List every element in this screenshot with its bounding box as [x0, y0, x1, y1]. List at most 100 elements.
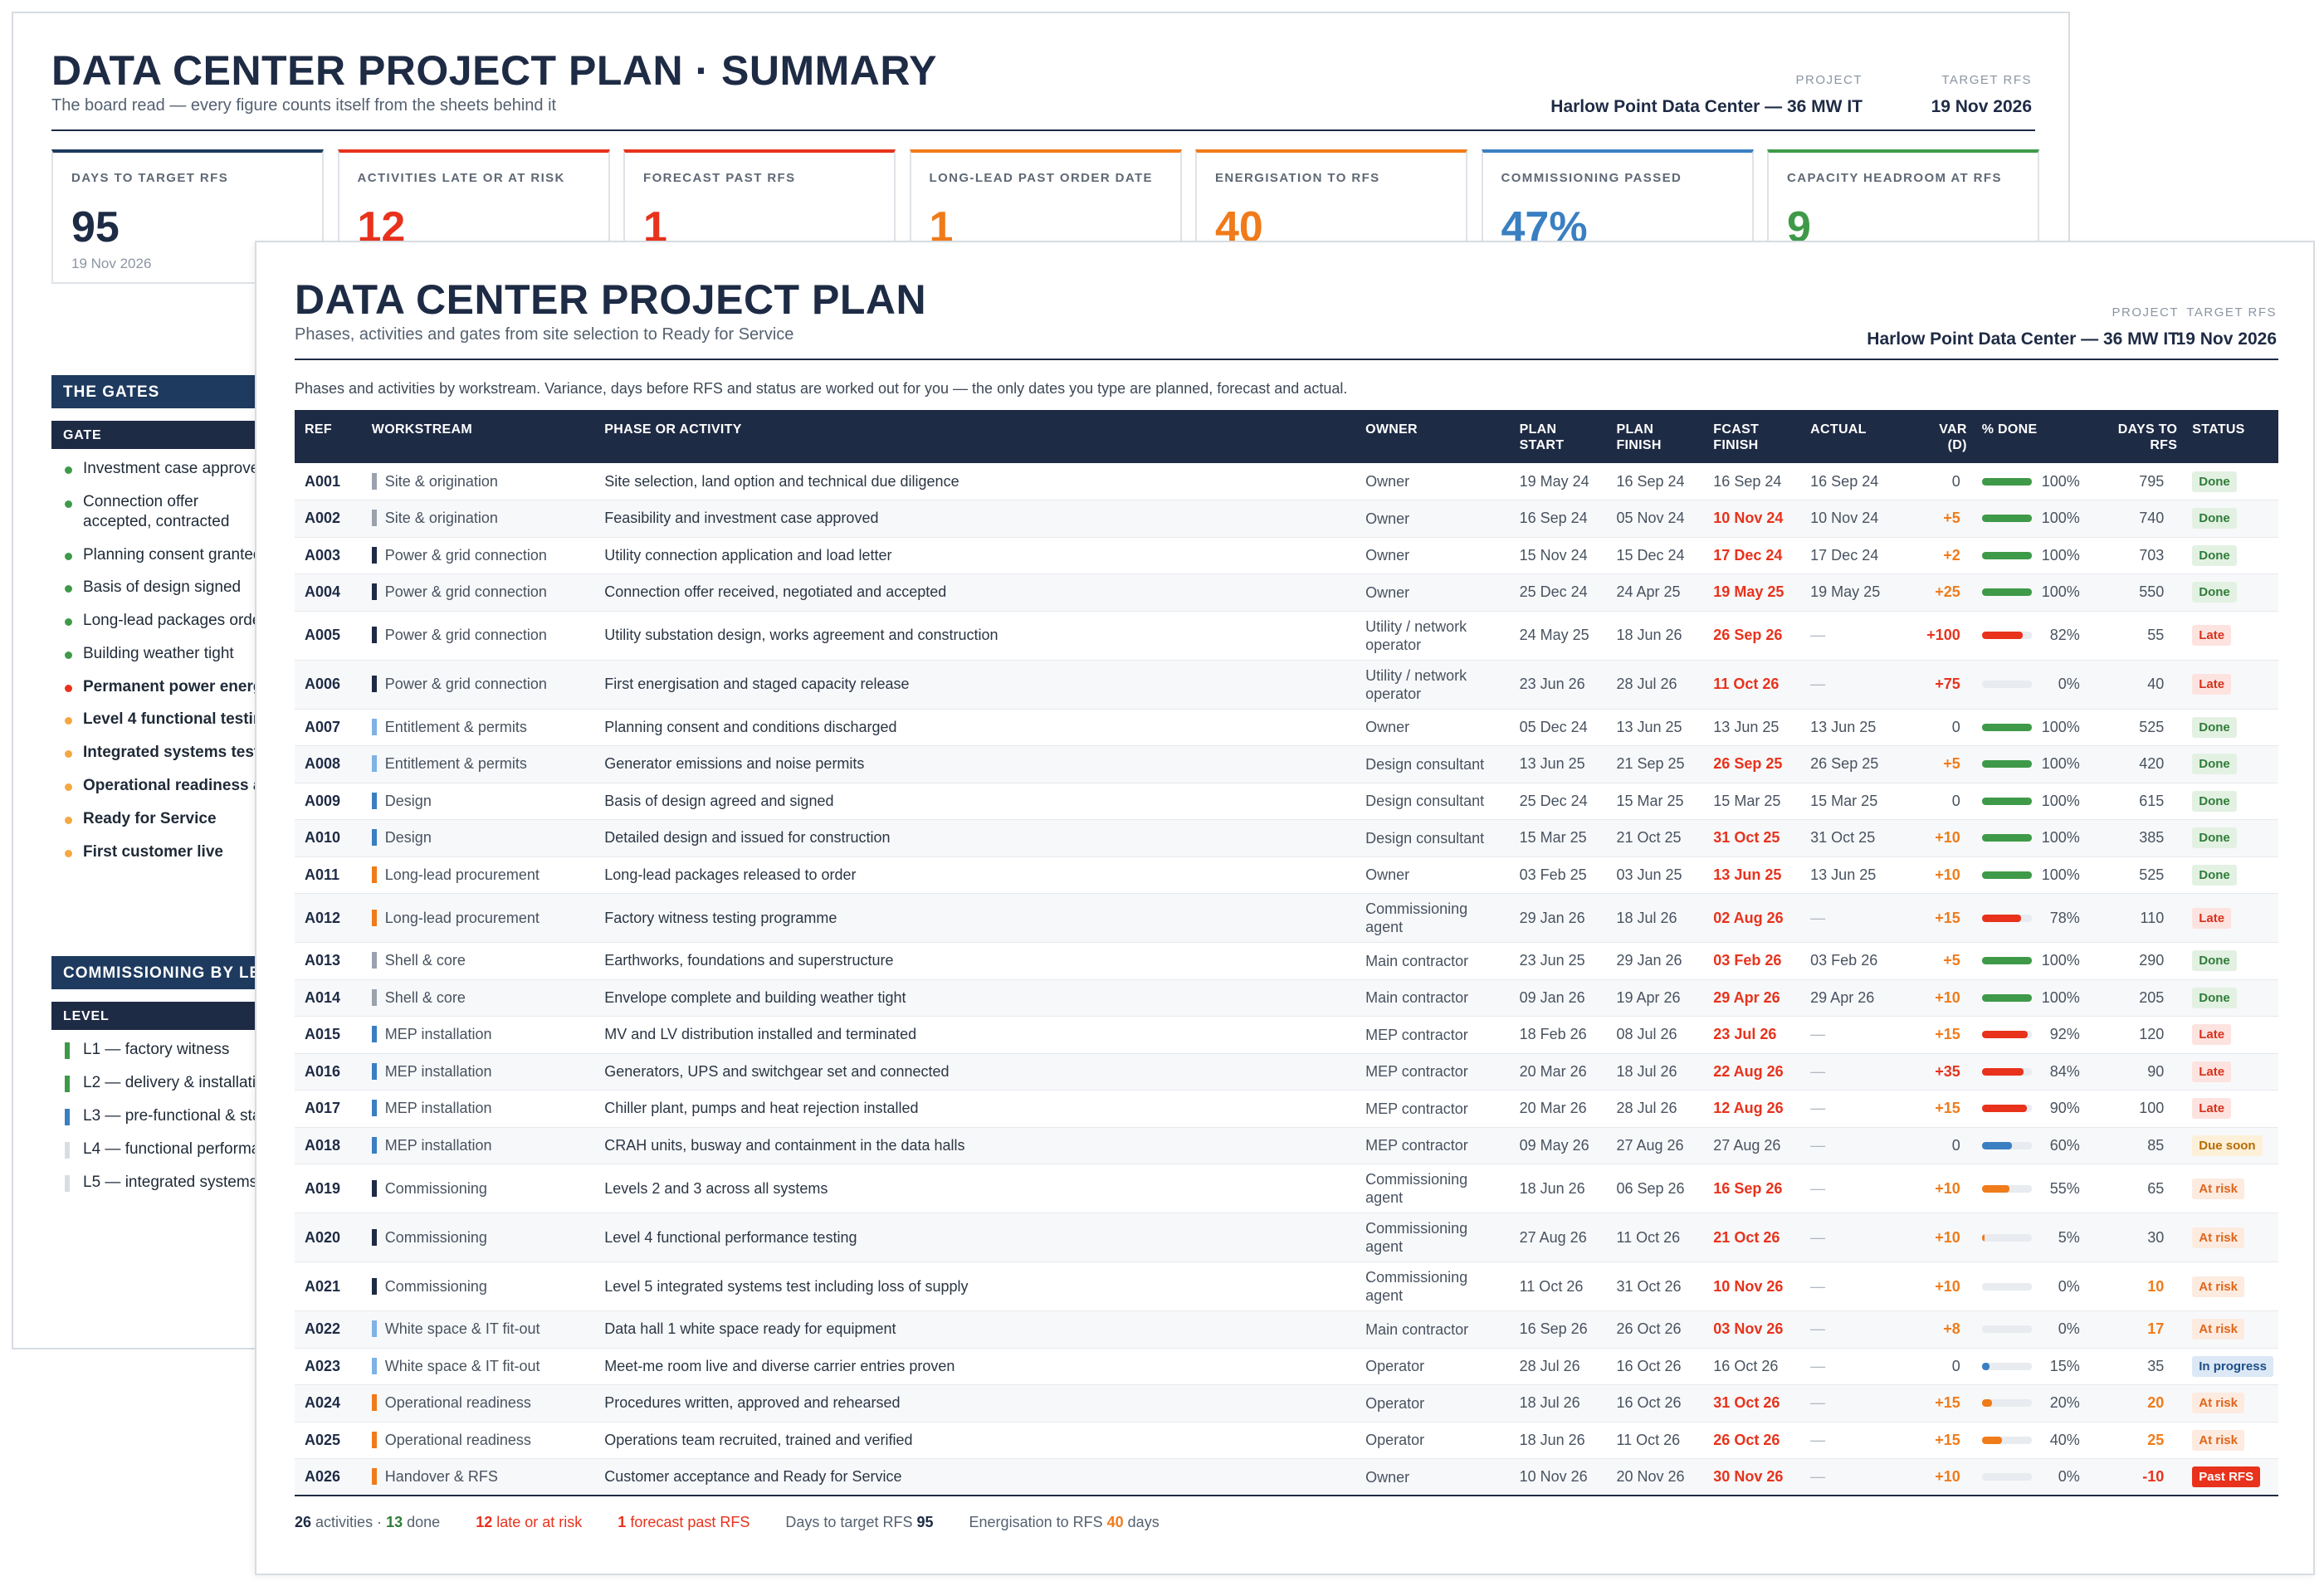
progress-bar [1981, 1184, 2032, 1193]
gate-status-dot-icon [65, 685, 72, 692]
table-row: A018 MEP installation CRAH units, busway a… [295, 1127, 2278, 1164]
forecast-finish: 10 Nov 24 [1703, 500, 1801, 538]
activity-ref: A005 [295, 611, 362, 661]
owner: MEP contractor [1355, 1016, 1510, 1054]
progress-fill [1981, 588, 2032, 597]
activity-name: Chiller plant, pumps and heat rejection … [594, 1090, 1356, 1128]
table-row: A006 Power & grid connection First energis… [295, 660, 2278, 710]
workstream-color-bar-icon [371, 755, 377, 773]
workstream-cell: Commissioning [361, 1261, 595, 1311]
percent-done-cell: 100% [1971, 573, 2087, 612]
footer-past-text: forecast past RFS [630, 1514, 750, 1530]
gate-label: Connection offer accepted, contracted [83, 493, 230, 530]
owner: Main contractor [1355, 979, 1510, 1017]
table-row: A021 Commissioning Level 5 integrated syst… [295, 1261, 2278, 1311]
kpi-label: DAYS TO TARGET RFS [71, 171, 229, 185]
percent-done-cell: 100% [1971, 500, 2087, 538]
progress-fill [1981, 515, 2032, 523]
owner: Owner [1355, 709, 1510, 746]
plan-finish: 05 Nov 24 [1606, 500, 1704, 538]
progress-fill [1981, 477, 2032, 486]
status-badge: Done [2192, 582, 2237, 603]
progress-bar [1981, 588, 2032, 597]
plan-start: 29 Jan 26 [1509, 893, 1607, 943]
table-row: A005 Power & grid connection Utility subst… [295, 611, 2278, 661]
owner: Utility / network operator [1355, 660, 1510, 710]
workstream-cell: MEP installation [361, 1127, 595, 1164]
status-cell: Done [2182, 819, 2278, 857]
progress-bar [1981, 914, 2032, 922]
activity-name: Meet-me room live and diverse carrier en… [594, 1348, 1356, 1385]
workstream-color-bar-icon [371, 1026, 377, 1043]
activity-ref: A004 [295, 573, 362, 612]
actual-finish: 16 Sep 24 [1800, 463, 1911, 500]
table-row: A007 Entitlement & permits Planning consen… [295, 709, 2278, 746]
variance-days: +10 [1911, 819, 1972, 857]
variance-days: +15 [1911, 1422, 1972, 1459]
table-row: A026 Handover & RFS Customer acceptance an… [295, 1458, 2278, 1496]
workstream-name: Long-lead procurement [384, 909, 540, 926]
progress-bar [1981, 477, 2032, 486]
status-cell: At risk [2182, 1261, 2278, 1311]
level-status-bar-icon [65, 1175, 70, 1192]
status-badge: In progress [2192, 1355, 2273, 1377]
workstream-color-bar-icon [371, 1179, 377, 1197]
workstream-color-bar-icon [371, 1136, 377, 1154]
table-row: A011 Long-lead procurement Long-lead packa… [295, 856, 2278, 894]
owner: Owner [1355, 856, 1510, 894]
plan-project-value: Harlow Point Data Center — 36 MW IT [1867, 329, 2179, 349]
plan-finish: 28 Jul 26 [1606, 1090, 1704, 1128]
table-row: A009 Design Basis of design agreed and sig… [295, 783, 2278, 820]
progress-fill [1981, 1362, 1990, 1370]
percent-done-cell: 100% [1971, 979, 2087, 1017]
column-header: WORKSTREAM [361, 410, 595, 463]
status-badge: Late [2192, 625, 2232, 646]
forecast-finish: 17 Dec 24 [1703, 537, 1801, 574]
actual-finish: — [1800, 660, 1911, 710]
percent-done-cell: 40% [1971, 1422, 2087, 1459]
days-to-rfs: 290 [2087, 942, 2183, 980]
plan-finish: 11 Oct 26 [1606, 1422, 1704, 1459]
workstream-cell: Shell & core [361, 979, 595, 1017]
variance-days: +10 [1911, 1458, 1972, 1496]
progress-fill [1981, 957, 2032, 965]
forecast-finish: 31 Oct 26 [1703, 1384, 1801, 1423]
status-cell: Late [2182, 893, 2278, 943]
commissioning-column-header: LEVEL [51, 1002, 267, 1030]
variance-days: 0 [1911, 1348, 1972, 1385]
activity-name: Generators, UPS and switchgear set and c… [594, 1053, 1356, 1091]
plan-start: 24 May 25 [1509, 611, 1607, 661]
forecast-finish: 16 Oct 26 [1703, 1348, 1801, 1385]
days-to-rfs: 35 [2087, 1348, 2183, 1385]
activity-name: Utility connection application and load … [594, 537, 1356, 574]
column-header: STATUS [2182, 410, 2278, 463]
status-cell: Done [2182, 573, 2278, 612]
workstream-color-bar-icon [371, 1228, 377, 1246]
status-badge: Done [2192, 544, 2237, 566]
percent-done: 100% [2041, 952, 2080, 969]
status-cell: At risk [2182, 1164, 2278, 1213]
summary-target-label: TARGET RFS [1941, 73, 2032, 87]
table-body: A001 Site & origination Site selection, la… [295, 463, 2278, 1496]
plan-start: 18 Jun 26 [1509, 1164, 1607, 1213]
workstream-name: Power & grid connection [384, 627, 547, 643]
actual-finish: 29 Apr 26 [1800, 979, 1911, 1017]
workstream-color-bar-icon [371, 1357, 377, 1374]
workstream-cell: MEP installation [361, 1090, 595, 1128]
owner: Owner [1355, 1458, 1510, 1496]
percent-done: 100% [2041, 866, 2080, 883]
status-cell: Late [2182, 660, 2278, 710]
progress-bar [1981, 1141, 2032, 1149]
forecast-finish: 22 Aug 26 [1703, 1053, 1801, 1091]
summary-project: PROJECT Harlow Point Data Center — 36 MW… [1550, 73, 1863, 117]
variance-days: +10 [1911, 1261, 1972, 1311]
workstream-cell: Handover & RFS [361, 1458, 595, 1496]
footer-done-count: 13 [386, 1514, 403, 1530]
actual-finish: — [1800, 1261, 1911, 1311]
footer-done-text: done [407, 1514, 441, 1530]
footer-energisation-text: Energisation to RFS [969, 1514, 1103, 1530]
actual-finish: — [1800, 1422, 1911, 1459]
workstream-name: White space & IT fit-out [384, 1357, 540, 1374]
plan-start: 28 Jul 26 [1509, 1348, 1607, 1385]
forecast-finish: 02 Aug 26 [1703, 893, 1801, 943]
